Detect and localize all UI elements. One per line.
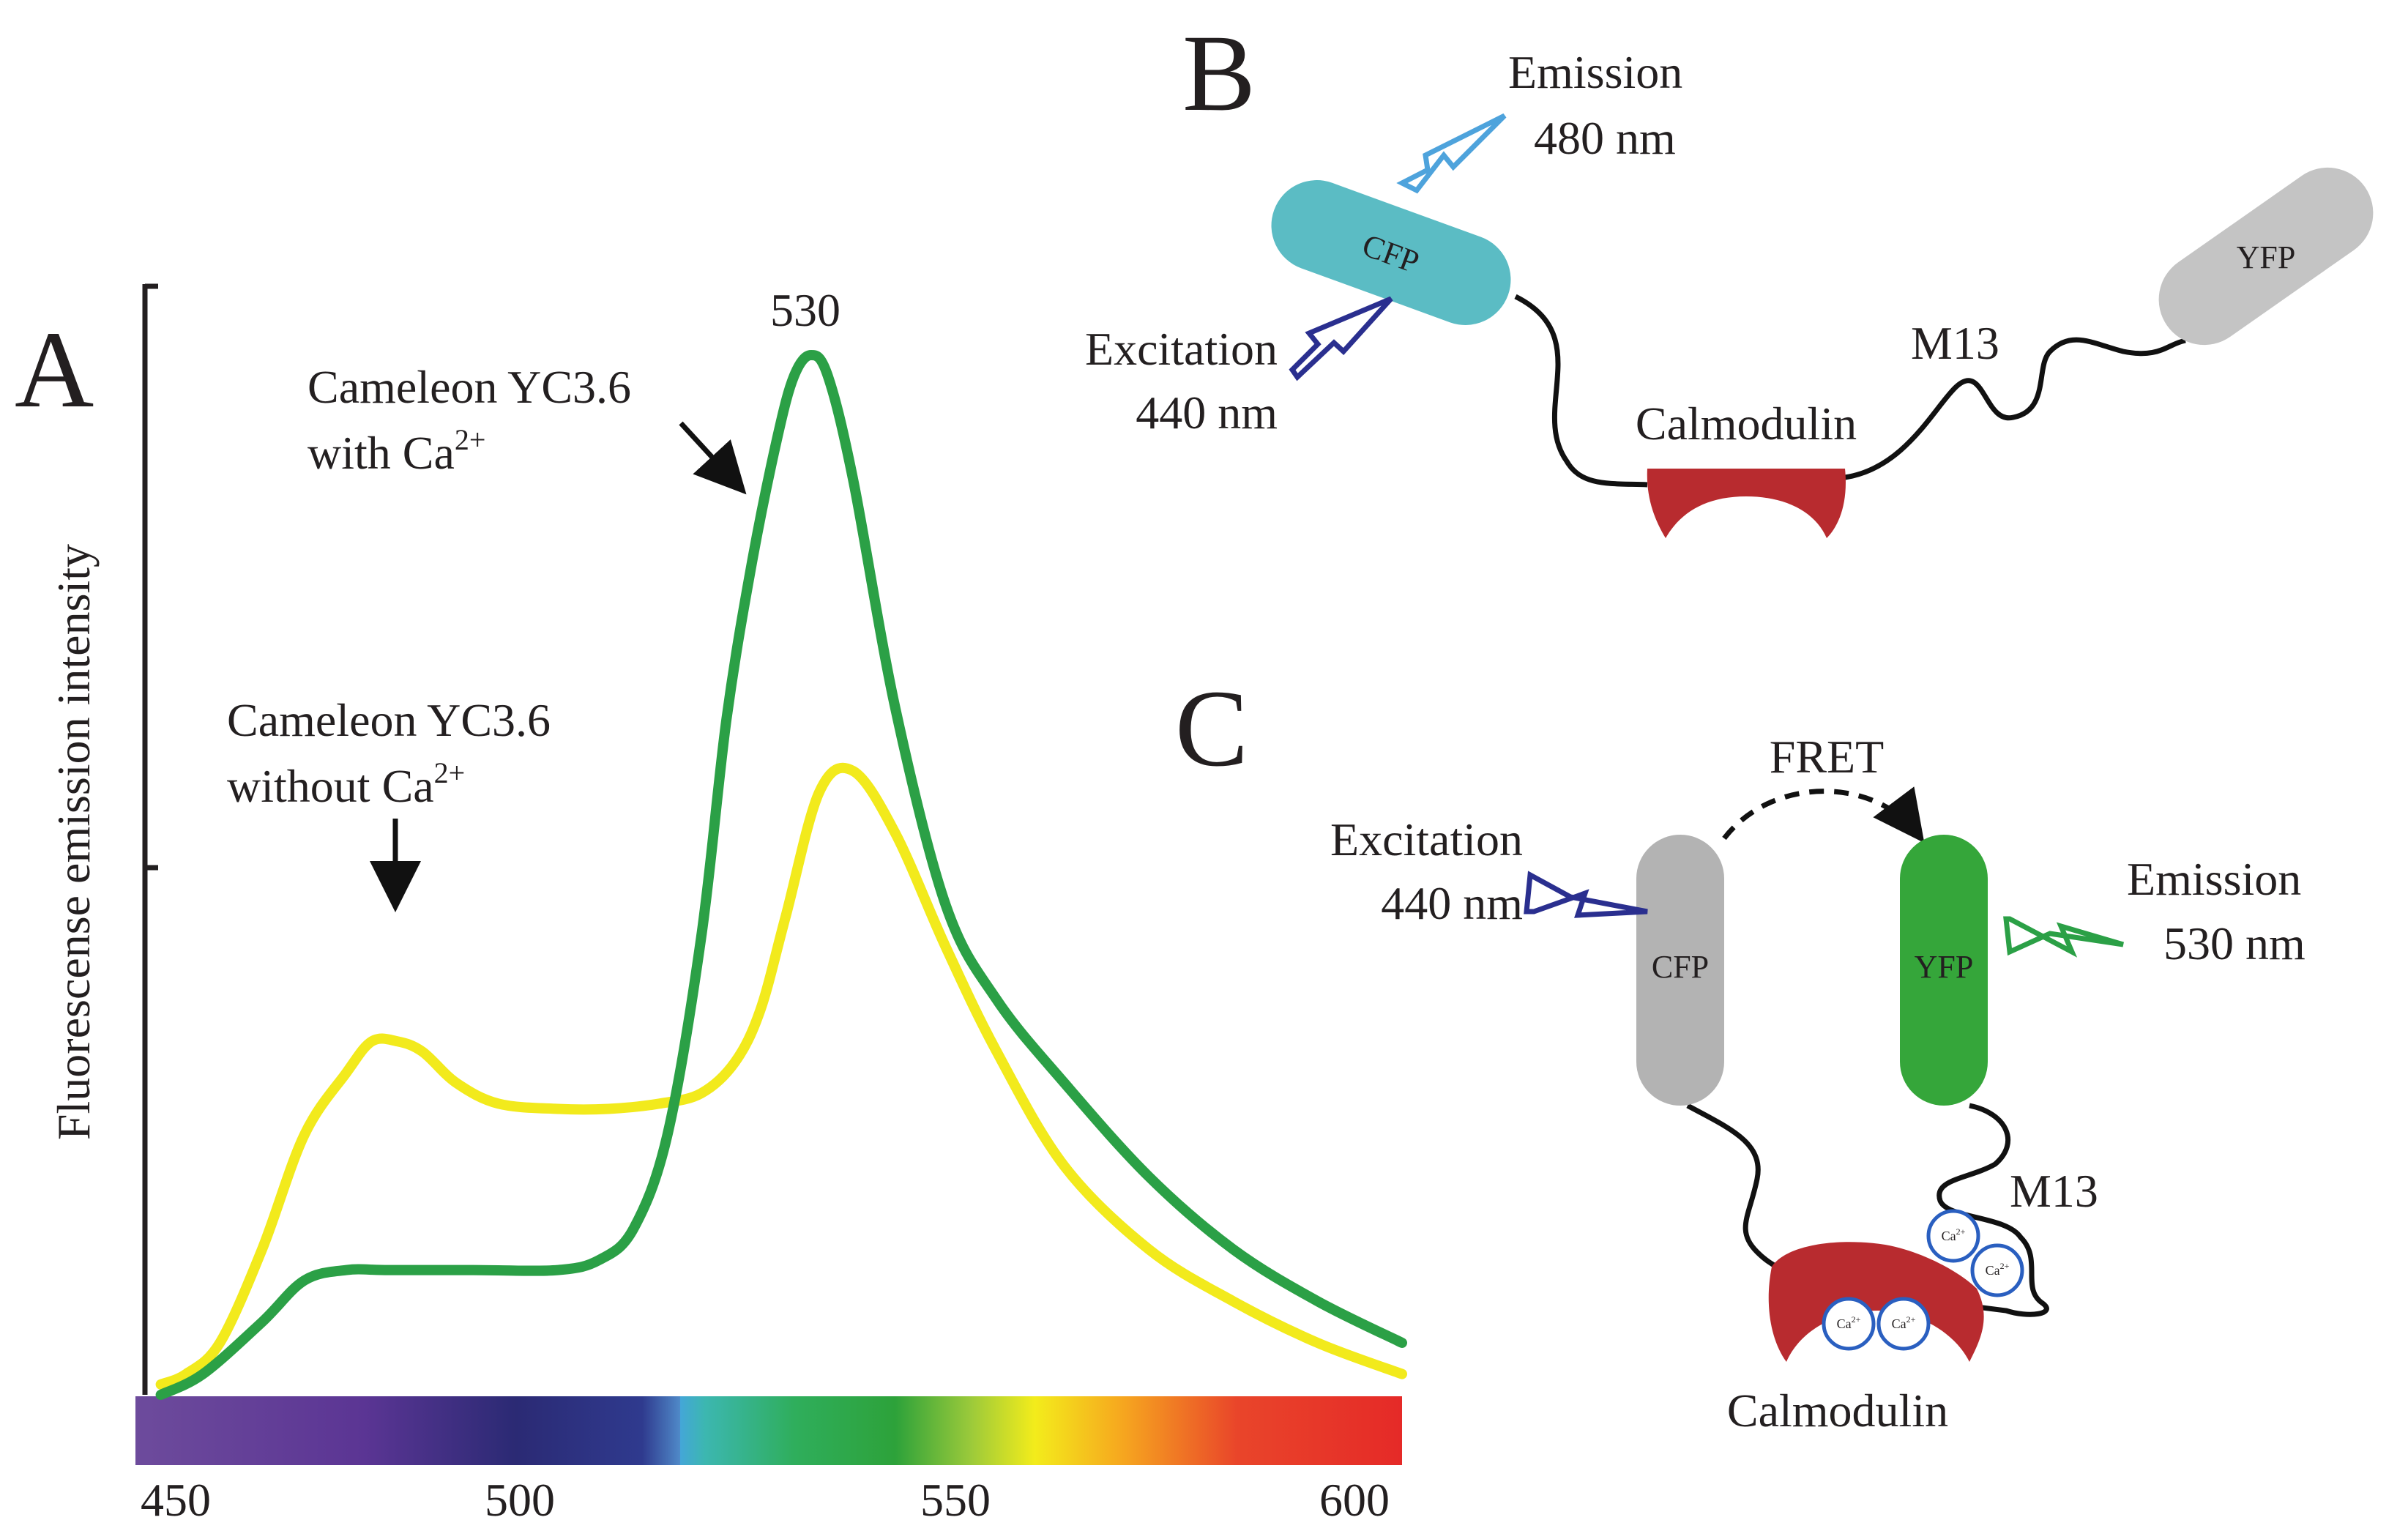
c-emission-line2: 530 nm bbox=[2163, 917, 2306, 969]
c-m13-label: M13 bbox=[2010, 1165, 2098, 1217]
b-m13-label: M13 bbox=[1911, 317, 1999, 369]
c-ca-ion-1-text: Ca bbox=[1837, 1316, 1852, 1331]
c-ca-ion-1: Ca2+ bbox=[1822, 1297, 1876, 1351]
c-calmodulin-label: Calmodulin bbox=[1727, 1385, 1948, 1437]
c-emission-arrow bbox=[2003, 916, 2124, 958]
annotation-without-ca-text: without Ca bbox=[227, 760, 434, 812]
c-ca-ion-2-sup: 2+ bbox=[1906, 1314, 1916, 1325]
panel-c-letter: C bbox=[1175, 668, 1248, 789]
b-calmodulin bbox=[1647, 469, 1846, 538]
c-ca-ion-3-label: Ca2+ bbox=[1942, 1226, 1966, 1243]
c-ca-ion-3-text: Ca bbox=[1942, 1229, 1956, 1243]
series-line-without-ca bbox=[155, 762, 1407, 1390]
y-axis-label: Fluorescense emission intensity bbox=[48, 544, 100, 1140]
c-emission-line1: Emission bbox=[2127, 853, 2301, 905]
b-cfp: CFP bbox=[1271, 180, 1511, 325]
c-ca-ion-3-sup: 2+ bbox=[1956, 1226, 1966, 1237]
c-ca-ion-4-label: Ca2+ bbox=[1986, 1261, 2010, 1278]
c-cfp-label: CFP bbox=[1652, 949, 1709, 985]
c-ca-ion-3: Ca2+ bbox=[1926, 1209, 1980, 1263]
b-excitation-line2: 440 nm bbox=[1136, 387, 1278, 439]
x-tick-label-550: 550 bbox=[920, 1474, 991, 1526]
c-ca-ion-2-label: Ca2+ bbox=[1892, 1314, 1916, 1331]
c-linker-yfp-m13 bbox=[1937, 1103, 2049, 1317]
c-excitation-line2: 440 nm bbox=[1381, 877, 1523, 929]
annotation-without-ca-line2: without Ca2+ bbox=[227, 756, 465, 812]
annotation-with-ca-line2: with Ca2+ bbox=[307, 423, 485, 479]
c-ca-ion-4-text: Ca bbox=[1986, 1263, 2000, 1278]
c-yfp: YFP bbox=[1900, 835, 1988, 1106]
b-calmodulin-label: Calmodulin bbox=[1636, 398, 1857, 450]
b-emission-line1: Emission bbox=[1508, 46, 1682, 98]
c-ca-ion-4: Ca2+ bbox=[1970, 1243, 2024, 1297]
c-excitation-arrow bbox=[1524, 871, 1648, 918]
b-linker-cfp-calmodulin bbox=[1514, 294, 1648, 488]
peak-label: 530 bbox=[770, 284, 840, 336]
c-ca-ion-4-sup: 2+ bbox=[2000, 1261, 2010, 1271]
panel-b-letter: B bbox=[1182, 12, 1256, 134]
c-ca-ion-1-sup: 2+ bbox=[1852, 1314, 1861, 1325]
spectrum-bar bbox=[135, 1396, 1402, 1465]
c-fret-arrow bbox=[1722, 786, 1925, 843]
b-excitation-line1: Excitation bbox=[1085, 323, 1278, 375]
annotation-without-ca-line1: Cameleon YC3.6 bbox=[227, 694, 551, 746]
panel-a-letter: A bbox=[15, 309, 94, 431]
x-tick-label-500: 500 bbox=[485, 1474, 555, 1526]
annotation-with-ca-sup: 2+ bbox=[455, 423, 486, 456]
series-line-with-ca bbox=[155, 350, 1407, 1400]
x-tick-label-450: 450 bbox=[141, 1474, 211, 1526]
b-linker-calmodulin-m13-yfp bbox=[1844, 337, 2186, 480]
annotation-with-ca-text: with Ca bbox=[307, 427, 455, 479]
spectra-curves bbox=[155, 350, 1407, 1400]
c-fret-label: FRET bbox=[1770, 731, 1884, 783]
c-ca-ion-2-text: Ca bbox=[1892, 1316, 1906, 1331]
c-excitation-line1: Excitation bbox=[1330, 813, 1523, 865]
c-cfp: CFP bbox=[1636, 835, 1724, 1106]
annotation-without-ca-sup: 2+ bbox=[434, 756, 466, 789]
c-calmodulin bbox=[1768, 1242, 1984, 1362]
b-emission-arrow bbox=[1396, 113, 1507, 194]
panel-c: C FRET CFP YFP Calmodulin Ca2+ Ca2+ bbox=[1175, 668, 2306, 1437]
b-yfp: YFP bbox=[2158, 167, 2374, 346]
b-excitation-arrow bbox=[1289, 296, 1393, 381]
annotation-with-ca-arrow bbox=[679, 421, 747, 495]
x-tick-label-600: 600 bbox=[1319, 1474, 1390, 1526]
c-yfp-label: YFP bbox=[1915, 949, 1974, 985]
c-linker-cfp-calmodulin bbox=[1686, 1103, 1802, 1277]
annotation-with-ca-line1: Cameleon YC3.6 bbox=[307, 361, 631, 413]
c-ca-ion-1-label: Ca2+ bbox=[1837, 1314, 1861, 1331]
b-yfp-label: YFP bbox=[2237, 239, 2296, 275]
panel-b: B CFP YFP Calmodulin M13 Emission 480 nm… bbox=[1085, 12, 2374, 538]
b-emission-line2: 480 nm bbox=[1534, 112, 1676, 164]
panel-a: A Fluorescense emission intensity 450 50… bbox=[15, 283, 1407, 1526]
c-ca-ion-2: Ca2+ bbox=[1876, 1297, 1931, 1351]
